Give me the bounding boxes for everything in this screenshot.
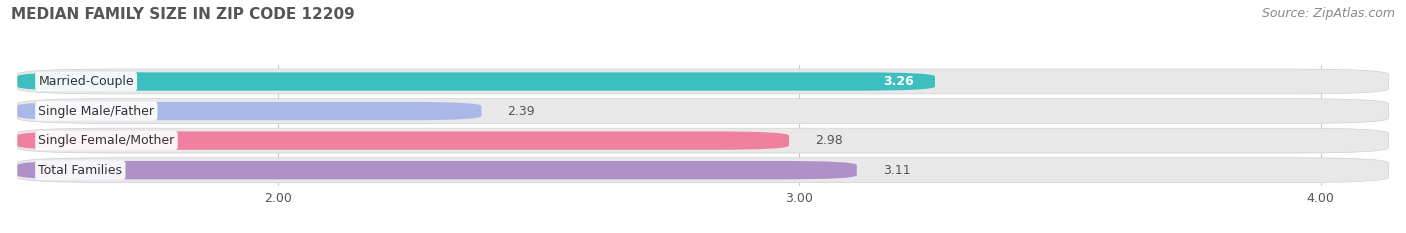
FancyBboxPatch shape <box>17 99 1389 123</box>
Text: Total Families: Total Families <box>38 164 122 177</box>
FancyBboxPatch shape <box>17 102 481 120</box>
Text: Single Female/Mother: Single Female/Mother <box>38 134 174 147</box>
Text: Married-Couple: Married-Couple <box>38 75 134 88</box>
FancyBboxPatch shape <box>17 69 1389 94</box>
FancyBboxPatch shape <box>17 158 1389 183</box>
FancyBboxPatch shape <box>17 72 935 91</box>
FancyBboxPatch shape <box>17 131 789 150</box>
Text: 2.39: 2.39 <box>508 105 536 117</box>
Text: 3.26: 3.26 <box>883 75 914 88</box>
Text: Source: ZipAtlas.com: Source: ZipAtlas.com <box>1261 7 1395 20</box>
Text: Single Male/Father: Single Male/Father <box>38 105 155 117</box>
Text: 2.98: 2.98 <box>815 134 842 147</box>
FancyBboxPatch shape <box>17 128 1389 153</box>
FancyBboxPatch shape <box>17 161 856 179</box>
Text: MEDIAN FAMILY SIZE IN ZIP CODE 12209: MEDIAN FAMILY SIZE IN ZIP CODE 12209 <box>11 7 354 22</box>
Text: 3.11: 3.11 <box>883 164 911 177</box>
